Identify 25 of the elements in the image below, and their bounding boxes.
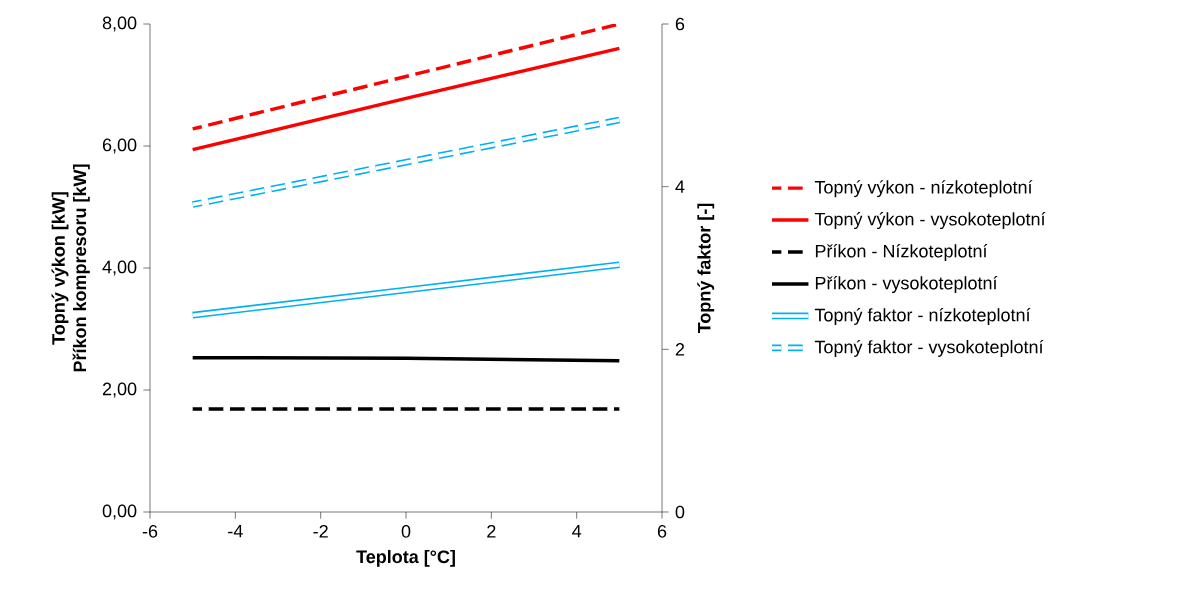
x-axis-title: Teplota [°C] [356, 549, 455, 567]
y-tick-label: 2,00 [102, 382, 137, 398]
y2-tick-label: 4 [675, 180, 685, 193]
y-tick-label: 4,00 [102, 260, 137, 276]
y-tick-label: 6,00 [102, 138, 137, 154]
y2-tick-label: 6 [675, 17, 685, 31]
legend-label: Topný výkon - vysokoteplotní [814, 212, 1046, 230]
y-tick-label: 0,00 [102, 504, 137, 520]
x-tick-label: 6 [657, 524, 667, 538]
y-axis-title: Topný výkon [kW] Příkon kompresoru [kW] [51, 164, 90, 372]
x-tick-label: 4 [572, 524, 582, 538]
legend-label: Topný výkon - nízkoteplotní [814, 180, 1033, 198]
legend-label: Příkon - vysokoteplotní [815, 276, 998, 293]
legend-label: Příkon - Nízkoteplotní [815, 244, 988, 262]
x-tick-label: -6 [142, 524, 158, 538]
legend-label: Topný faktor - vysokoteplotní [814, 339, 1044, 357]
x-tick-label: -2 [313, 524, 328, 538]
y2-axis-title: Topný faktor [-] [697, 203, 715, 334]
x-tick-label: -4 [228, 524, 243, 538]
y2-tick-label: 2 [675, 343, 685, 356]
y-tick-label: 8,00 [102, 16, 137, 32]
x-tick-label: 2 [487, 524, 496, 538]
legend-label: Topný faktor - nízkoteplotní [814, 307, 1031, 325]
y2-tick-label: 0 [675, 505, 685, 519]
x-tick-label: 0 [401, 524, 411, 538]
